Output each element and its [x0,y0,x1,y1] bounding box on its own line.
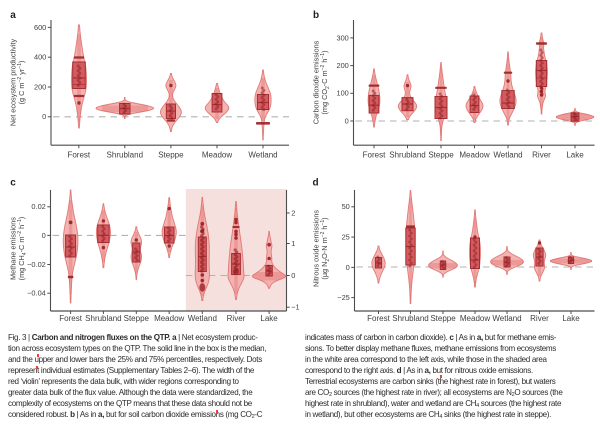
svg-text:0: 0 [42,231,46,240]
svg-text:Wetland: Wetland [492,314,521,323]
svg-text:d: d [313,177,319,188]
svg-text:Meadow: Meadow [460,314,490,323]
svg-text:2: 2 [291,208,295,217]
svg-text:c: c [10,177,16,188]
svg-text:0.02: 0.02 [31,202,45,211]
svg-text:400: 400 [34,53,46,62]
svg-text:Forest: Forest [59,314,82,323]
svg-text:−0.04: −0.04 [27,289,46,298]
svg-text:50: 50 [342,202,350,211]
svg-text:−25: −25 [337,293,350,302]
svg-text:Forest: Forest [367,314,390,323]
svg-text:Shrubland: Shrubland [392,314,428,323]
svg-text:0: 0 [291,271,295,280]
svg-text:Forest: Forest [67,151,90,160]
svg-text:−0.02: −0.02 [27,260,46,269]
svg-text:Steppe: Steppe [428,151,454,160]
svg-text:Shrubland: Shrubland [389,151,425,160]
svg-text:Wetland: Wetland [493,151,522,160]
svg-text:Meadow: Meadow [202,151,232,160]
svg-text:(mg CO2-C m−2 h−1): (mg CO2-C m−2 h−1) [320,50,331,114]
svg-text:Meadow: Meadow [154,314,184,323]
svg-text:25: 25 [342,233,350,242]
svg-text:Methane emissions: Methane emissions [9,217,18,280]
svg-text:b: b [313,10,319,21]
svg-text:0: 0 [42,112,46,121]
svg-text:(g C m−2 yr−1): (g C m−2 yr−1) [17,61,26,105]
svg-text:Wetland: Wetland [188,314,217,323]
svg-text:1: 1 [291,239,295,248]
svg-text:Steppe: Steppe [158,151,184,160]
svg-text:Carbon dioxide emissions: Carbon dioxide emissions [312,40,321,124]
svg-text:Forest: Forest [363,151,386,160]
svg-text:−1: −1 [291,303,299,312]
svg-text:(mg CH4-C m−2 h−1): (mg CH4-C m−2 h−1) [17,217,28,281]
svg-text:River: River [530,314,549,323]
svg-text:Wetland: Wetland [248,151,277,160]
svg-text:600: 600 [34,23,46,32]
svg-text:River: River [532,151,551,160]
svg-text:100: 100 [336,89,348,98]
svg-text:Lake: Lake [562,314,580,323]
svg-text:Shrubland: Shrubland [107,151,143,160]
svg-text:Steppe: Steppe [430,314,456,323]
svg-text:a: a [10,10,16,21]
svg-text:River: River [227,314,246,323]
svg-text:300: 300 [336,33,348,42]
svg-text:Meadow: Meadow [459,151,489,160]
svg-text:Net ecosystem productivity: Net ecosystem productivity [9,39,18,127]
svg-text:Lake: Lake [566,151,584,160]
svg-text:Lake: Lake [260,314,278,323]
svg-text:200: 200 [336,61,348,70]
svg-text:Steppe: Steppe [124,314,150,323]
svg-text:0: 0 [346,263,350,272]
svg-text:(µg N2O-N m−2 h−1): (µg N2O-N m−2 h−1) [320,217,331,279]
svg-text:0: 0 [345,116,349,125]
svg-text:Shrubland: Shrubland [85,314,121,323]
svg-text:Nitrous oxide emissions: Nitrous oxide emissions [312,210,321,287]
svg-text:200: 200 [34,82,46,91]
